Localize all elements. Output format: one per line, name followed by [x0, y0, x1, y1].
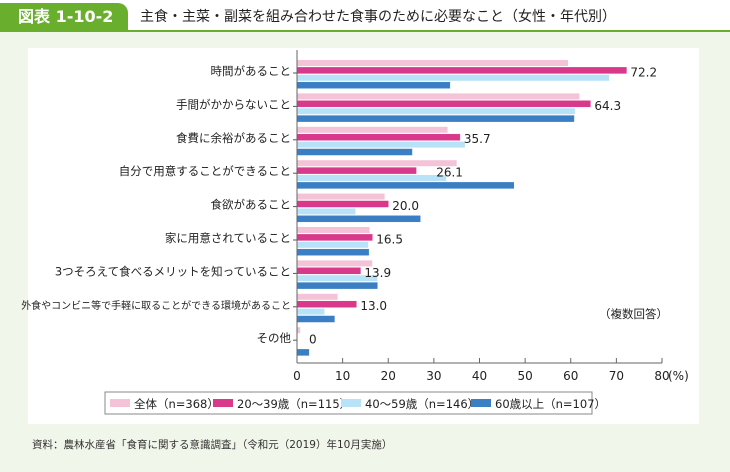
bar-2-3 [296, 133, 461, 141]
x-tick-label: 10 [335, 369, 350, 383]
legend-swatch-4 [471, 399, 491, 407]
data-label: 64.3 [594, 99, 621, 113]
data-label: 16.5 [376, 232, 403, 246]
category-label: 食欲があること [211, 198, 292, 212]
x-tick-label: 40 [472, 369, 487, 383]
category-label: 外食やコンビニ等で手軽に取ることができる環境があること [21, 299, 291, 312]
bar-4-6 [296, 248, 369, 256]
bar-1-8 [297, 293, 338, 300]
category-label: その他 [257, 331, 292, 345]
legend-swatch-3 [341, 399, 361, 407]
category-label: 食費に余裕があること [176, 131, 291, 145]
legend-label: 40～59歳（n=146） [365, 397, 479, 411]
x-tick-label: 70 [609, 369, 624, 383]
bar-1-3 [297, 126, 448, 133]
data-label: 35.7 [464, 132, 491, 146]
bar-1-9 [297, 327, 301, 334]
category-label: 手間がかからないこと [176, 97, 291, 111]
x-tick-label: 50 [517, 369, 532, 383]
bar-4-5 [296, 215, 421, 223]
category-label: 3つそろえて食べるメリットを知っていること [55, 264, 291, 278]
x-tick-label: 30 [426, 369, 441, 383]
bar-3-1 [297, 74, 610, 81]
bar-3-3 [297, 141, 465, 148]
figure-badge: 図表 1-10-2 [0, 3, 128, 30]
header: 図表 1-10-2 主食・主菜・副菜を組み合わせた食事のために必要なこと（女性・… [0, 0, 730, 32]
bar-4-9 [296, 349, 310, 356]
data-label: 20.0 [392, 199, 419, 213]
category-label: 家に用意されていること [165, 231, 291, 245]
legend-label: 20～39歳（n=115） [237, 397, 351, 411]
bar-4-1 [296, 81, 451, 89]
bar-4-4 [296, 182, 514, 189]
bar-2-7 [296, 267, 361, 275]
bar-1-7 [297, 260, 373, 267]
data-label: 13.9 [364, 266, 391, 280]
category-label: 自分で用意することができること [119, 164, 291, 178]
bar-2-6 [296, 234, 373, 241]
bar-1-1 [297, 60, 569, 66]
bar-1-5 [297, 193, 385, 200]
x-tick-label: 20 [381, 369, 396, 383]
x-tick-label: 60 [563, 369, 578, 383]
bar-1-6 [297, 227, 370, 233]
legend-swatch-1 [110, 399, 130, 407]
data-label: 13.0 [360, 299, 387, 313]
bar-4-2 [296, 115, 575, 122]
bar-3-5 [297, 208, 356, 215]
bar-2-1 [296, 67, 627, 74]
bar-1-4 [297, 160, 457, 167]
chart-title: 主食・主菜・副菜を組み合わせた食事のために必要なこと（女性・年代別） [140, 9, 616, 25]
data-label: 72.2 [630, 65, 657, 79]
bar-3-6 [297, 241, 369, 248]
x-tick-label: 0 [293, 369, 301, 383]
x-tick-label: 80 [654, 369, 669, 383]
category-label: 時間があること [211, 64, 292, 78]
bar-2-2 [296, 100, 591, 108]
bar-4-3 [296, 148, 413, 156]
data-label: 0 [309, 333, 317, 347]
bar-3-4 [297, 175, 447, 181]
data-label: 26.1 [436, 166, 463, 180]
bar-2-4 [296, 167, 417, 174]
bar-3-8 [297, 308, 325, 315]
legend-label: 全体（n=368） [134, 397, 219, 411]
bar-3-7 [297, 275, 378, 282]
bar-4-7 [296, 282, 378, 289]
legend-swatch-2 [213, 399, 233, 407]
bar-2-8 [296, 300, 357, 308]
legend-label: 60歳以上（n=107） [495, 397, 606, 411]
bar-4-8 [296, 315, 335, 323]
bar-1-2 [297, 93, 580, 100]
x-unit: (%) [668, 369, 689, 383]
bar-2-5 [296, 200, 389, 208]
source-note: 資料：農林水産省「食育に関する意識調査」（令和元（2019）年10月実施） [32, 439, 393, 451]
bar-3-2 [297, 108, 575, 115]
note: （複数回答） [599, 307, 668, 321]
